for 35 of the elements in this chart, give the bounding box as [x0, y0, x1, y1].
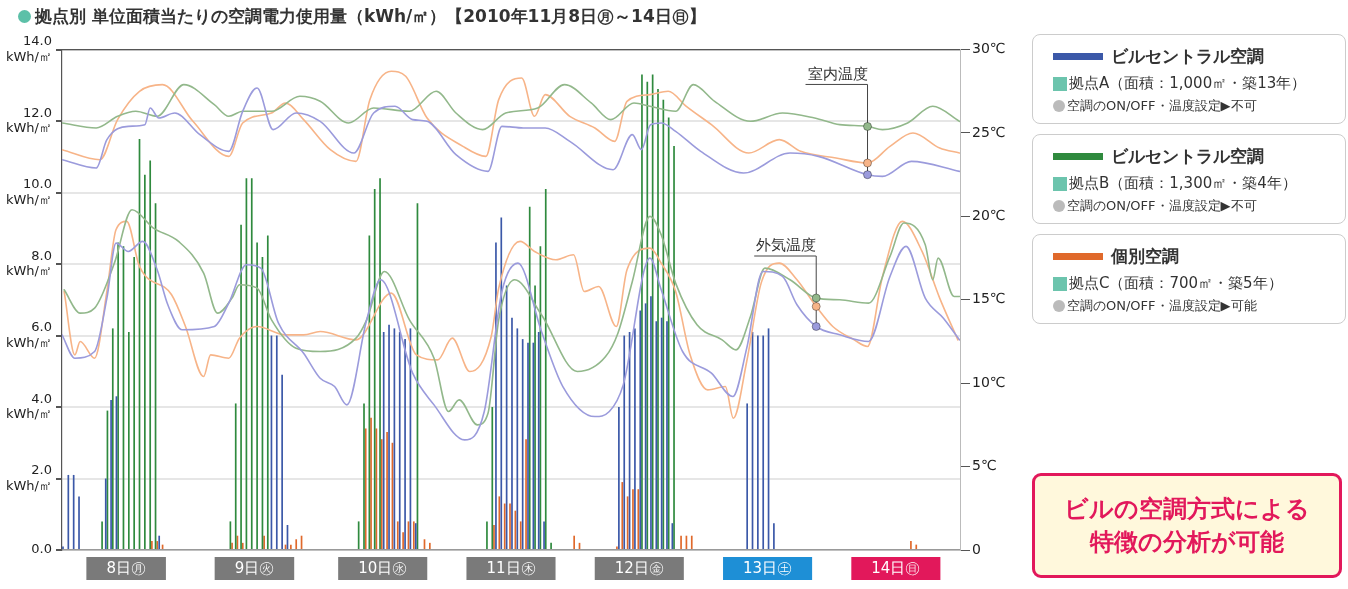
annotation: 外気温度	[756, 236, 817, 255]
x-tick-label: 8日㊊	[106, 558, 146, 577]
y-tick-label: 8.0 kWh/㎡	[5, 247, 52, 279]
x-tick-label: 9日㊋	[234, 558, 275, 577]
chart-title: 拠点別 単位面積当たりの空調電力使用量（kWh/㎡）【2010年11月8日㊊～14日㊐】	[35, 5, 706, 28]
x-tick-label: 10日㊌	[358, 558, 408, 577]
x-tick-label: 12日㊎	[614, 558, 664, 577]
y2-tick-label: 10℃	[972, 373, 1006, 390]
x-tick-label: 14日㊐	[871, 558, 921, 577]
y2-tick-label: 30℃	[972, 40, 1006, 57]
legend-label: ビルセントラル空調	[1111, 145, 1264, 168]
legend-label: ビルセントラル空調	[1111, 45, 1264, 68]
text: 拠点B（面積：1,300㎡・築4年）	[1069, 174, 1297, 193]
legend-label: 個別空調	[1111, 245, 1179, 268]
y-tick-label: 12.0 kWh/㎡	[5, 104, 52, 136]
y2-tick-label: 20℃	[972, 207, 1006, 224]
y-tick-label: 0.0	[31, 541, 52, 557]
y-tick-label: 4.0 kWh/㎡	[5, 390, 52, 422]
text: 空調のON/OFF・温度設定▶不可	[1067, 97, 1257, 115]
y-tick-label: 2.0 kWh/㎡	[5, 462, 52, 493]
x-tick-label: 13日㊏	[743, 558, 793, 577]
annotation: 室内温度	[807, 64, 868, 83]
text: ビルの空調方式による特徴の分析が可能	[1032, 473, 1342, 578]
y-tick-label: 10.0 kWh/㎡	[5, 176, 52, 207]
y2-tick-label: 5℃	[972, 457, 997, 474]
x-tick-label: 11日㊍	[486, 558, 536, 577]
y2-tick-label: 15℃	[972, 290, 1006, 307]
y2-tick-label: 25℃	[972, 123, 1006, 140]
y2-tick-label: 0	[972, 540, 981, 557]
text: 空調のON/OFF・温度設定▶可能	[1067, 297, 1257, 315]
text: 拠点A（面積：1,000㎡・築13年）	[1069, 74, 1307, 93]
y-tick-label: 6.0 kWh/㎡	[5, 319, 52, 350]
text: 拠点C（面積：700㎡・築5年）	[1069, 274, 1283, 293]
y-tick-label: 14.0 kWh/㎡	[5, 33, 52, 64]
text: 空調のON/OFF・温度設定▶不可	[1067, 197, 1257, 215]
